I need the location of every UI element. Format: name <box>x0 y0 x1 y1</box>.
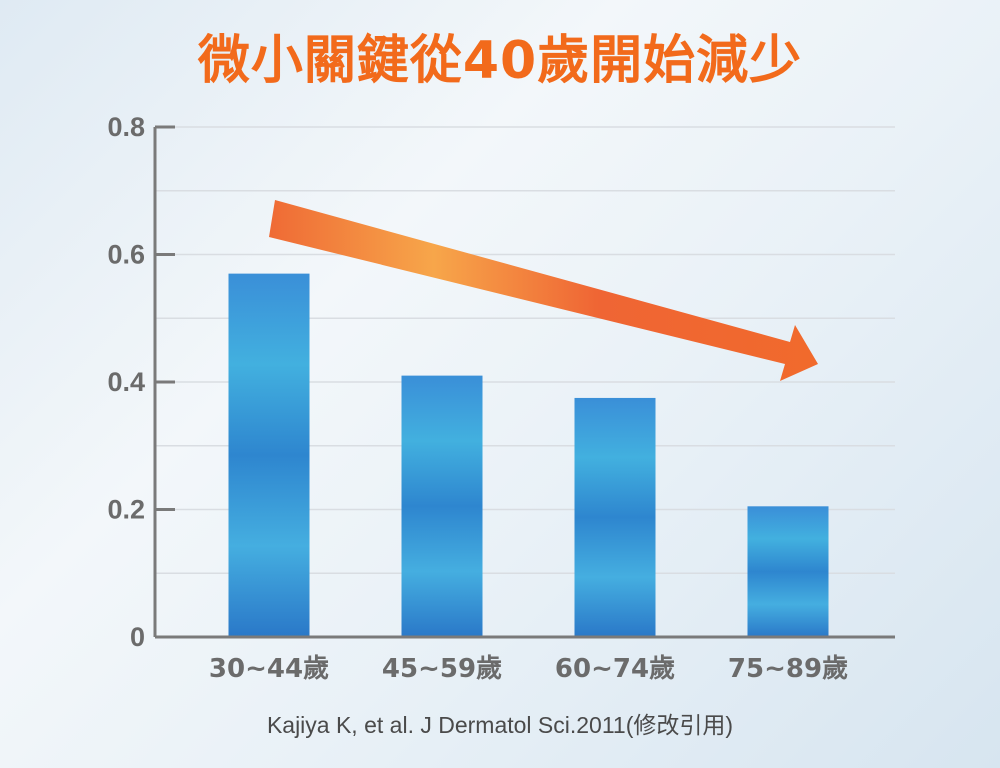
y-tick-label: 0.2 <box>107 495 145 525</box>
y-tick-label: 0.4 <box>107 367 145 397</box>
source-citation: Kajiya K, et al. J Dermatol Sci.2011(修改引… <box>266 712 734 738</box>
x-category-label: 30~44歲 <box>209 654 329 684</box>
bar-1 <box>228 273 310 637</box>
chart-title: 微小關鍵從40歲開始減少 <box>197 31 803 91</box>
x-category-label: 60~74歲 <box>555 654 675 684</box>
bar-3 <box>574 397 656 637</box>
x-category-label: 75~89歲 <box>728 654 848 684</box>
bar-4 <box>747 506 829 637</box>
bar-2 <box>401 375 483 637</box>
y-tick-labels: 0 0.2 0.4 0.6 0.8 <box>107 112 175 652</box>
trend-arrow <box>269 200 818 381</box>
y-tick-label: 0.6 <box>107 240 145 270</box>
bars <box>228 273 829 637</box>
y-tick-label: 0.8 <box>107 112 145 142</box>
y-tick-label: 0 <box>130 622 145 652</box>
x-category-label: 45~59歲 <box>382 654 502 684</box>
x-category-labels: 30~44歲 45~59歲 60~74歲 75~89歲 <box>209 654 848 684</box>
